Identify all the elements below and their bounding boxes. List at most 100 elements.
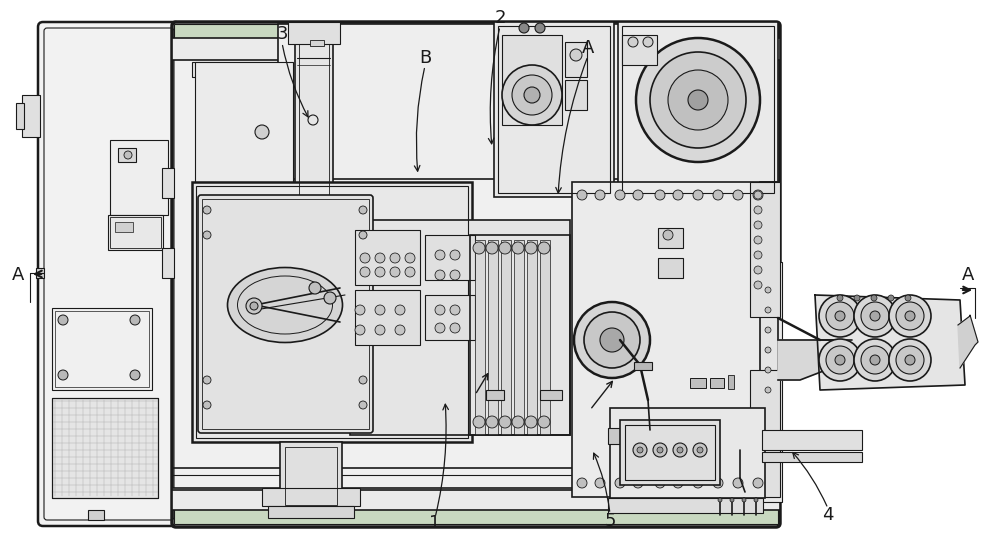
Circle shape	[615, 478, 625, 488]
Circle shape	[519, 23, 529, 33]
Bar	[280, 442, 342, 507]
Circle shape	[324, 292, 336, 304]
Circle shape	[637, 447, 643, 453]
Polygon shape	[778, 340, 852, 380]
Bar	[115, 222, 133, 232]
Circle shape	[435, 323, 445, 333]
Circle shape	[754, 191, 762, 199]
Bar	[36, 268, 44, 278]
Circle shape	[765, 307, 771, 313]
Circle shape	[693, 443, 707, 457]
Polygon shape	[815, 295, 965, 390]
Circle shape	[570, 49, 582, 61]
Text: 1: 1	[429, 515, 441, 532]
Text: A: A	[12, 266, 24, 284]
Bar	[52, 398, 158, 498]
Bar	[262, 488, 360, 506]
Circle shape	[650, 52, 746, 148]
Text: B: B	[419, 49, 431, 67]
Circle shape	[405, 267, 415, 277]
Circle shape	[390, 253, 400, 263]
Circle shape	[718, 498, 722, 502]
Bar	[565, 42, 587, 77]
Circle shape	[733, 190, 743, 200]
Bar	[52, 308, 152, 390]
Circle shape	[643, 37, 653, 47]
Circle shape	[375, 325, 385, 335]
Bar	[192, 182, 472, 442]
Circle shape	[754, 236, 762, 244]
Circle shape	[435, 270, 445, 280]
Circle shape	[577, 478, 587, 488]
Circle shape	[835, 311, 845, 321]
Circle shape	[473, 242, 485, 254]
Circle shape	[837, 295, 843, 301]
Circle shape	[615, 190, 625, 200]
Circle shape	[502, 65, 562, 125]
Text: 2: 2	[494, 9, 506, 26]
Circle shape	[688, 90, 708, 110]
Circle shape	[896, 302, 924, 330]
Circle shape	[595, 190, 605, 200]
Bar	[494, 22, 614, 197]
Circle shape	[538, 416, 550, 428]
Circle shape	[636, 38, 760, 162]
Circle shape	[854, 339, 896, 381]
Bar	[55, 311, 149, 387]
Circle shape	[203, 231, 211, 239]
Bar	[174, 24, 778, 42]
Bar	[610, 408, 765, 498]
Circle shape	[870, 355, 880, 365]
Circle shape	[450, 250, 460, 260]
Circle shape	[359, 376, 367, 384]
Ellipse shape	[228, 267, 342, 342]
Circle shape	[742, 498, 746, 502]
Circle shape	[633, 190, 643, 200]
Circle shape	[512, 75, 552, 115]
Circle shape	[577, 190, 587, 200]
Circle shape	[905, 295, 911, 301]
Circle shape	[359, 206, 367, 214]
Circle shape	[677, 447, 683, 453]
Bar	[118, 148, 136, 162]
Circle shape	[826, 346, 854, 374]
Circle shape	[826, 302, 854, 330]
Bar	[196, 186, 468, 438]
Bar	[475, 240, 485, 435]
Bar	[108, 215, 163, 250]
Bar	[618, 22, 778, 197]
Bar	[608, 498, 763, 513]
Circle shape	[765, 367, 771, 373]
Circle shape	[203, 206, 211, 214]
Bar	[174, 506, 778, 524]
Circle shape	[499, 416, 511, 428]
Text: A: A	[962, 266, 974, 284]
Circle shape	[309, 282, 321, 294]
Bar	[728, 375, 734, 389]
Circle shape	[653, 443, 667, 457]
Bar	[620, 420, 720, 485]
Bar	[350, 220, 570, 435]
Bar	[658, 228, 683, 248]
Circle shape	[861, 346, 889, 374]
Circle shape	[633, 443, 647, 457]
Circle shape	[58, 370, 68, 380]
Bar	[762, 430, 862, 450]
Bar	[486, 390, 504, 400]
Bar	[278, 24, 723, 179]
Bar	[355, 230, 420, 285]
Circle shape	[435, 305, 445, 315]
Bar	[762, 452, 862, 462]
Bar	[502, 35, 562, 125]
Circle shape	[595, 478, 605, 488]
Bar	[52, 398, 158, 498]
Circle shape	[535, 23, 545, 33]
Circle shape	[435, 250, 445, 260]
Bar	[425, 295, 475, 340]
Circle shape	[754, 281, 762, 289]
Circle shape	[124, 151, 132, 159]
Bar	[288, 22, 340, 44]
Bar	[760, 182, 778, 497]
Bar	[760, 262, 782, 502]
Circle shape	[473, 416, 485, 428]
